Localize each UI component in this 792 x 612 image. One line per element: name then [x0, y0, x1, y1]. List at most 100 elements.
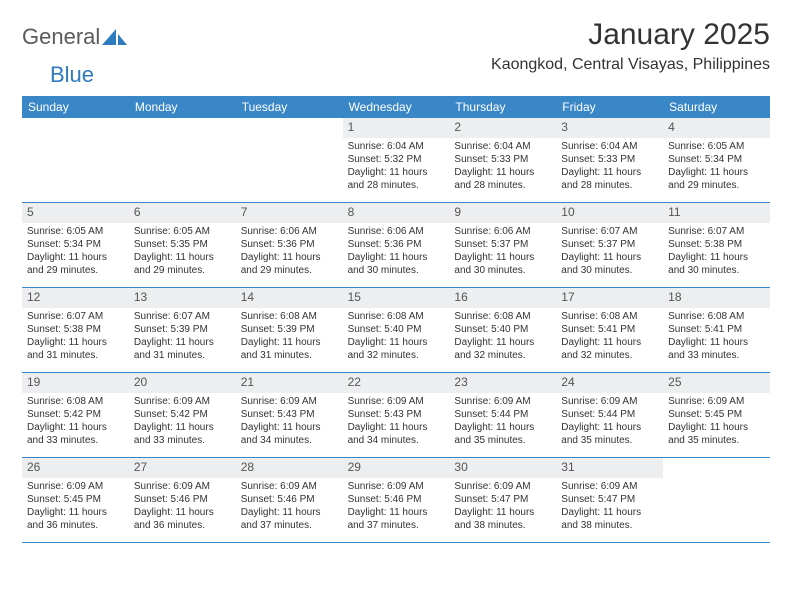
day-number: 29 [343, 458, 450, 478]
cell-body: Sunrise: 6:05 AMSunset: 5:34 PMDaylight:… [22, 223, 129, 281]
daylight-text: Daylight: 11 hours and 36 minutes. [134, 506, 231, 532]
sunset-text: Sunset: 5:37 PM [454, 238, 551, 251]
cell-body: Sunrise: 6:08 AMSunset: 5:40 PMDaylight:… [343, 308, 450, 366]
sunrise-text: Sunrise: 6:07 AM [561, 225, 658, 238]
sunrise-text: Sunrise: 6:08 AM [668, 310, 765, 323]
calendar-cell: 16Sunrise: 6:08 AMSunset: 5:40 PMDayligh… [449, 288, 556, 372]
cell-body: Sunrise: 6:09 AMSunset: 5:42 PMDaylight:… [129, 393, 236, 451]
calendar-cell: 11Sunrise: 6:07 AMSunset: 5:38 PMDayligh… [663, 203, 770, 287]
cell-body: Sunrise: 6:09 AMSunset: 5:46 PMDaylight:… [129, 478, 236, 536]
sunset-text: Sunset: 5:47 PM [454, 493, 551, 506]
calendar-cell: 18Sunrise: 6:08 AMSunset: 5:41 PMDayligh… [663, 288, 770, 372]
calendar-cell: 1Sunrise: 6:04 AMSunset: 5:32 PMDaylight… [343, 118, 450, 202]
cell-body: Sunrise: 6:09 AMSunset: 5:44 PMDaylight:… [556, 393, 663, 451]
calendar-week: 19Sunrise: 6:08 AMSunset: 5:42 PMDayligh… [22, 373, 770, 458]
calendar-cell: 22Sunrise: 6:09 AMSunset: 5:43 PMDayligh… [343, 373, 450, 457]
day-number: 31 [556, 458, 663, 478]
sunrise-text: Sunrise: 6:04 AM [348, 140, 445, 153]
sunrise-text: Sunrise: 6:09 AM [561, 480, 658, 493]
title-block: January 2025 Kaongkod, Central Visayas, … [491, 18, 770, 74]
daylight-text: Daylight: 11 hours and 28 minutes. [454, 166, 551, 192]
daylight-text: Daylight: 11 hours and 32 minutes. [348, 336, 445, 362]
sunset-text: Sunset: 5:46 PM [348, 493, 445, 506]
sunset-text: Sunset: 5:42 PM [134, 408, 231, 421]
calendar-week: 5Sunrise: 6:05 AMSunset: 5:34 PMDaylight… [22, 203, 770, 288]
calendar-cell: 28Sunrise: 6:09 AMSunset: 5:46 PMDayligh… [236, 458, 343, 542]
cell-body: Sunrise: 6:09 AMSunset: 5:43 PMDaylight:… [343, 393, 450, 451]
cell-body: Sunrise: 6:04 AMSunset: 5:33 PMDaylight:… [556, 138, 663, 196]
calendar-cell: 5Sunrise: 6:05 AMSunset: 5:34 PMDaylight… [22, 203, 129, 287]
cell-body: Sunrise: 6:07 AMSunset: 5:38 PMDaylight:… [663, 223, 770, 281]
sunrise-text: Sunrise: 6:09 AM [454, 395, 551, 408]
daylight-text: Daylight: 11 hours and 28 minutes. [348, 166, 445, 192]
calendar-cell: 29 Sunrise: 6:09 AMSunset: 5:46 PMDayligh… [343, 458, 450, 542]
day-number: 25 [663, 373, 770, 393]
daylight-text: Daylight: 11 hours and 33 minutes. [134, 421, 231, 447]
daylight-text: Daylight: 11 hours and 32 minutes. [561, 336, 658, 362]
sunrise-text: Sunrise: 6:09 AM [348, 480, 445, 493]
cell-body: Sunrise: 6:04 AMSunset: 5:32 PMDaylight:… [343, 138, 450, 196]
cell-body: Sunrise: 6:09 AMSunset: 5:44 PMDaylight:… [449, 393, 556, 451]
day-number: 27 [129, 458, 236, 478]
cell-body: Sunrise: 6:05 AMSunset: 5:35 PMDaylight:… [129, 223, 236, 281]
sunrise-text: Sunrise: 6:08 AM [348, 310, 445, 323]
daylight-text: Daylight: 11 hours and 30 minutes. [561, 251, 658, 277]
day-header-fri: Friday [556, 96, 663, 118]
sunrise-text: Sunrise: 6:05 AM [27, 225, 124, 238]
sunset-text: Sunset: 5:34 PM [668, 153, 765, 166]
day-number: 10 [556, 203, 663, 223]
sunrise-text: Sunrise: 6:09 AM [27, 480, 124, 493]
calendar-cell: 7Sunrise: 6:06 AMSunset: 5:36 PMDaylight… [236, 203, 343, 287]
day-number: 23 [449, 373, 556, 393]
cell-body [663, 462, 770, 468]
daylight-text: Daylight: 11 hours and 38 minutes. [561, 506, 658, 532]
sunset-text: Sunset: 5:40 PM [348, 323, 445, 336]
daylight-text: Daylight: 11 hours and 29 minutes. [134, 251, 231, 277]
sunrise-text: Sunrise: 6:09 AM [241, 395, 338, 408]
day-number: 12 [22, 288, 129, 308]
calendar-body: 1Sunrise: 6:04 AMSunset: 5:32 PMDaylight… [22, 118, 770, 543]
daylight-text: Daylight: 11 hours and 35 minutes. [668, 421, 765, 447]
day-number: 24 [556, 373, 663, 393]
calendar-cell: 21Sunrise: 6:09 AMSunset: 5:43 PMDayligh… [236, 373, 343, 457]
sunset-text: Sunset: 5:41 PM [668, 323, 765, 336]
cell-body: Sunrise: 6:06 AMSunset: 5:37 PMDaylight:… [449, 223, 556, 281]
daylight-text: Daylight: 11 hours and 30 minutes. [348, 251, 445, 277]
sunrise-text: Sunrise: 6:05 AM [134, 225, 231, 238]
daylight-text: Daylight: 11 hours and 30 minutes. [454, 251, 551, 277]
cell-body: Sunrise: 6:08 AMSunset: 5:40 PMDaylight:… [449, 308, 556, 366]
day-number: 2 [449, 118, 556, 138]
sunrise-text: Sunrise: 6:08 AM [454, 310, 551, 323]
calendar-cell: 8Sunrise: 6:06 AMSunset: 5:36 PMDaylight… [343, 203, 450, 287]
brand-sail-icon [102, 27, 128, 47]
calendar: Sunday Monday Tuesday Wednesday Thursday… [22, 96, 770, 543]
daylight-text: Daylight: 11 hours and 29 minutes. [241, 251, 338, 277]
calendar-week: 12Sunrise: 6:07 AMSunset: 5:38 PMDayligh… [22, 288, 770, 373]
day-number: 7 [236, 203, 343, 223]
sunset-text: Sunset: 5:34 PM [27, 238, 124, 251]
sunset-text: Sunset: 5:39 PM [134, 323, 231, 336]
calendar-cell: 25Sunrise: 6:09 AMSunset: 5:45 PMDayligh… [663, 373, 770, 457]
sunset-text: Sunset: 5:42 PM [27, 408, 124, 421]
daylight-text: Daylight: 11 hours and 28 minutes. [561, 166, 658, 192]
daylight-text: Daylight: 11 hours and 32 minutes. [454, 336, 551, 362]
sunset-text: Sunset: 5:32 PM [348, 153, 445, 166]
sunrise-text: Sunrise: 6:09 AM [134, 395, 231, 408]
day-number: 21 [236, 373, 343, 393]
day-header-mon: Monday [129, 96, 236, 118]
cell-body: Sunrise: 6:09 AMSunset: 5:45 PMDaylight:… [22, 478, 129, 536]
daylight-text: Daylight: 11 hours and 31 minutes. [134, 336, 231, 362]
sunset-text: Sunset: 5:37 PM [561, 238, 658, 251]
cell-body: Sunrise: 6:08 AMSunset: 5:42 PMDaylight:… [22, 393, 129, 451]
daylight-text: Daylight: 11 hours and 34 minutes. [241, 421, 338, 447]
daylight-text: Daylight: 11 hours and 37 minutes. [348, 506, 445, 532]
calendar-cell: 24Sunrise: 6:09 AMSunset: 5:44 PMDayligh… [556, 373, 663, 457]
sunset-text: Sunset: 5:41 PM [561, 323, 658, 336]
calendar-cell: 4Sunrise: 6:05 AMSunset: 5:34 PMDaylight… [663, 118, 770, 202]
calendar-cell: 15Sunrise: 6:08 AMSunset: 5:40 PMDayligh… [343, 288, 450, 372]
calendar-cell: 9Sunrise: 6:06 AMSunset: 5:37 PMDaylight… [449, 203, 556, 287]
day-header-sun: Sunday [22, 96, 129, 118]
calendar-cell: 27Sunrise: 6:09 AMSunset: 5:46 PMDayligh… [129, 458, 236, 542]
cell-body: Sunrise: 6:05 AMSunset: 5:34 PMDaylight:… [663, 138, 770, 196]
calendar-day-header: Sunday Monday Tuesday Wednesday Thursday… [22, 96, 770, 118]
